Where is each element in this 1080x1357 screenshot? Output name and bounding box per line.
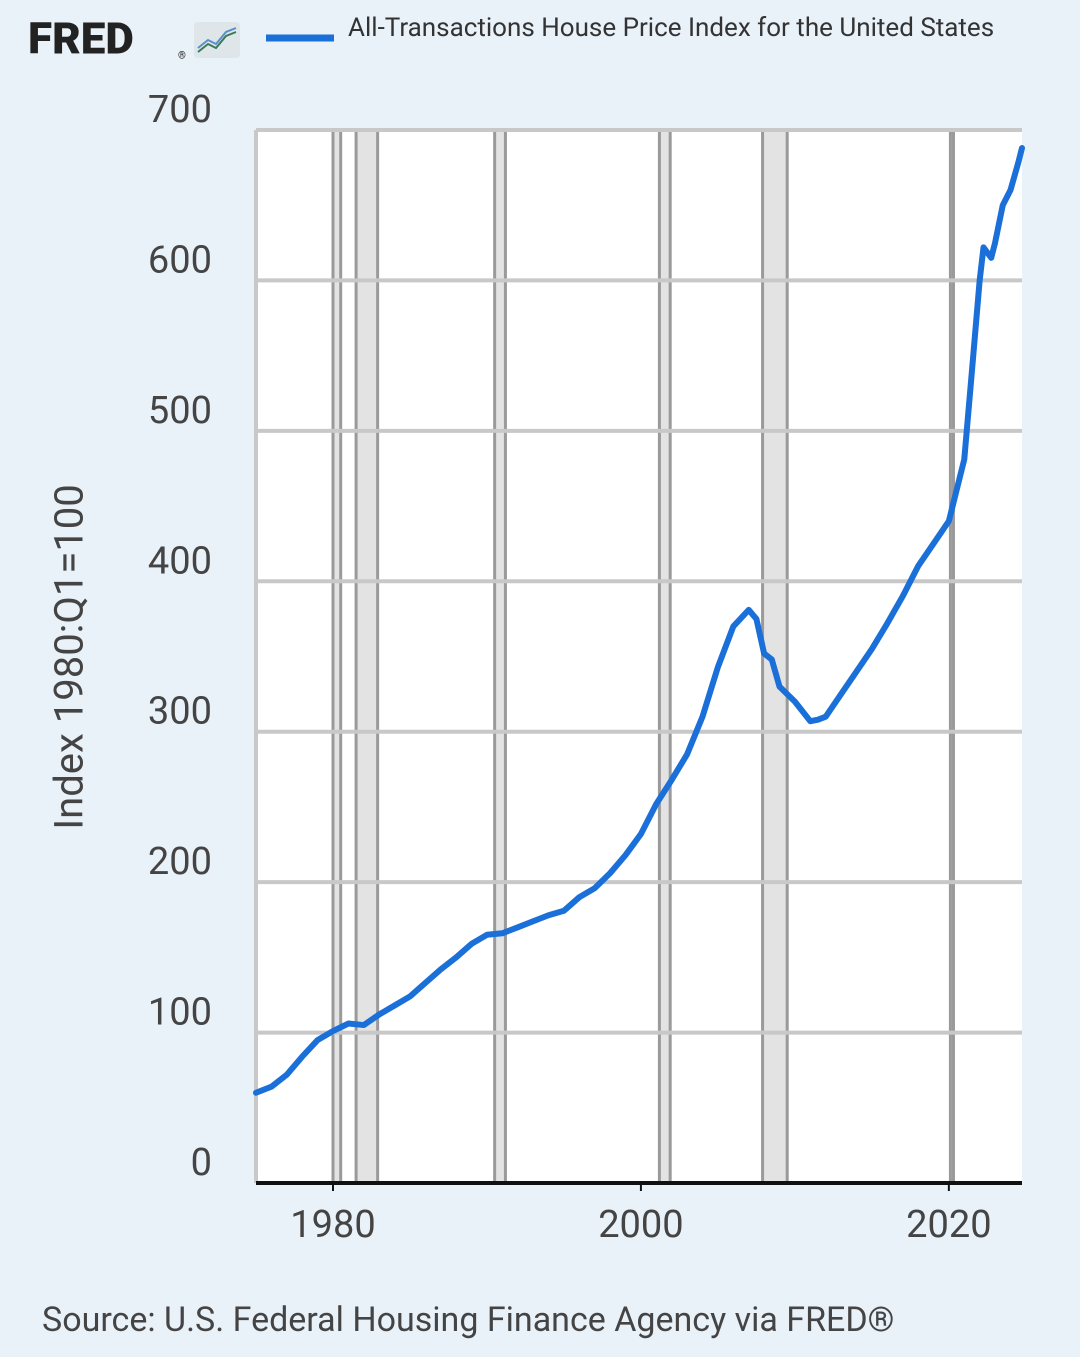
x-tick-label: 1980 <box>290 1203 375 1247</box>
y-tick-label: 500 <box>148 389 212 433</box>
x-tick-label: 2020 <box>906 1203 991 1247</box>
logo-mark: ® <box>178 50 186 62</box>
y-tick-label: 700 <box>148 88 212 132</box>
legend-label: All-Transactions House Price Index for t… <box>348 13 994 43</box>
logo-icon <box>194 22 240 58</box>
recession-band <box>657 128 672 1185</box>
plot-area <box>256 130 1022 1183</box>
recession-band <box>493 128 507 1185</box>
y-tick-label: 0 <box>191 1141 212 1185</box>
y-tick-label: 600 <box>148 238 212 282</box>
y-tick-label: 300 <box>148 690 212 734</box>
logo: FRED <box>28 13 134 65</box>
recession-band <box>948 128 955 1185</box>
source: Source: U.S. Federal Housing Finance Age… <box>42 1300 894 1340</box>
y-tick-label: 200 <box>148 840 212 884</box>
x-tick-label: 2000 <box>598 1203 683 1247</box>
y-tick-label: 100 <box>148 991 212 1035</box>
y-tick-label: 400 <box>148 539 212 583</box>
line-series <box>253 145 1025 1096</box>
y-axis-label: Index 1980:Q1=100 <box>46 484 93 830</box>
